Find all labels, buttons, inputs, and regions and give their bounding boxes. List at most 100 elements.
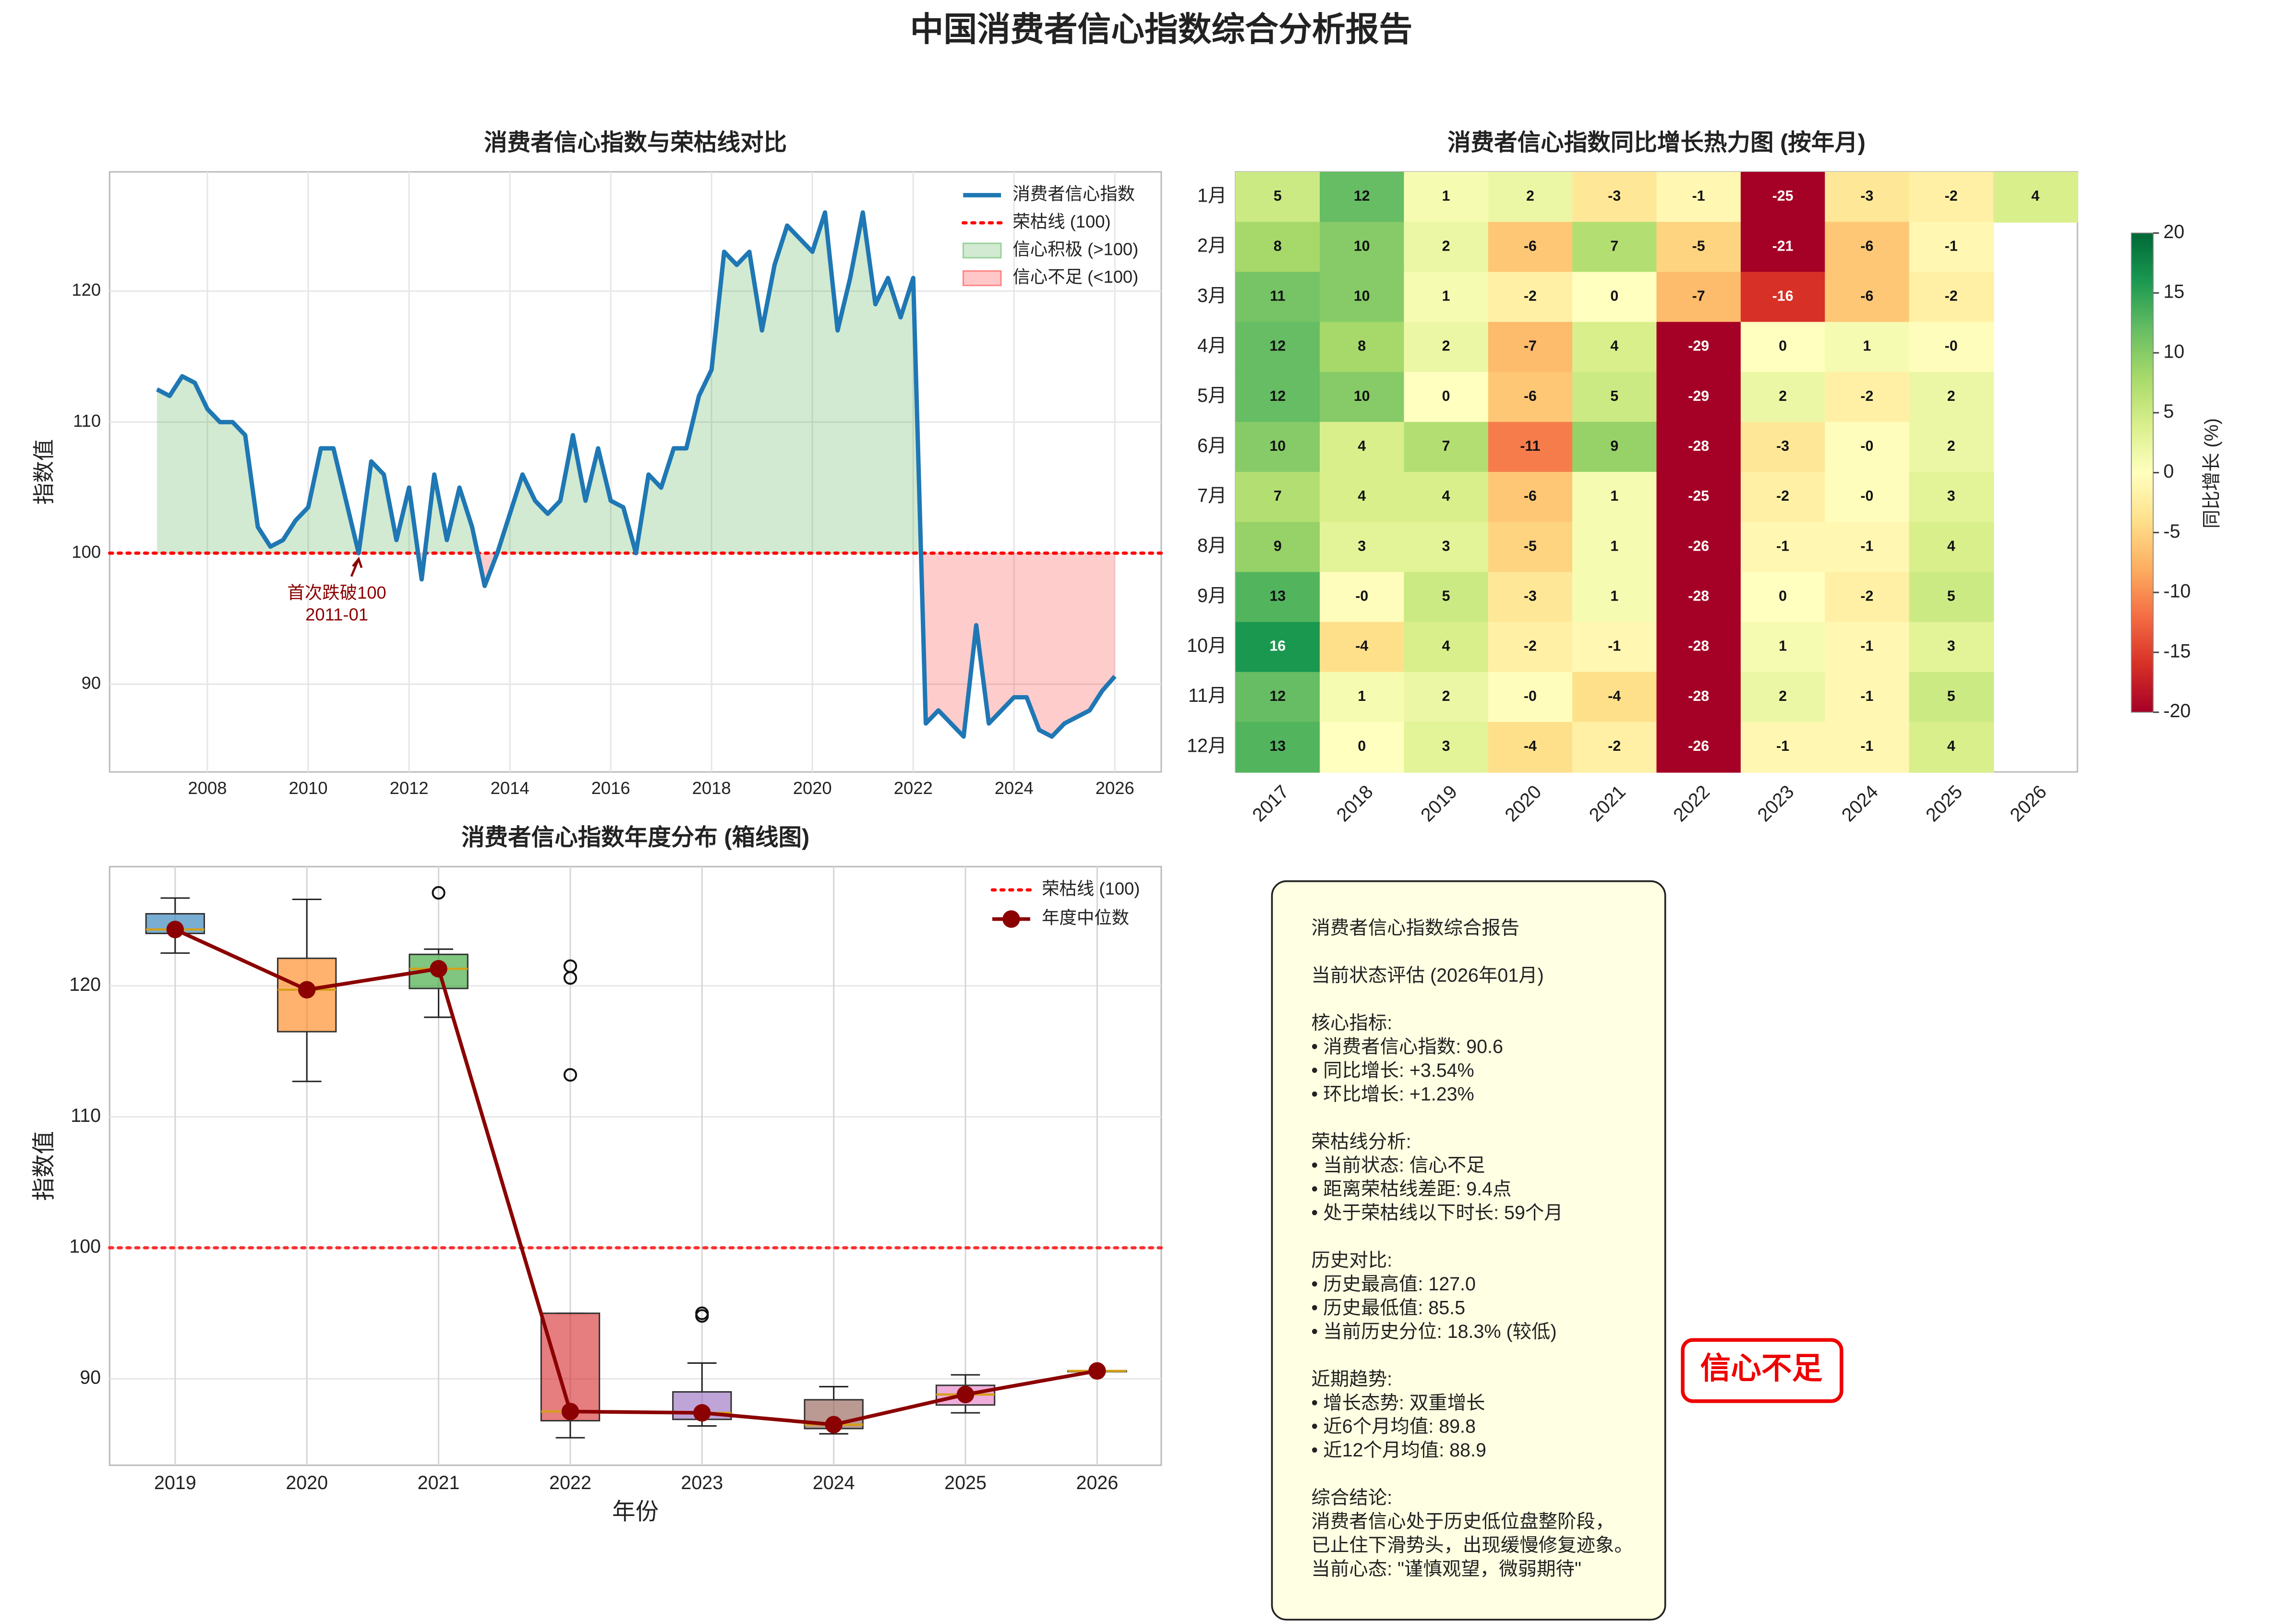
legend-label: 年度中位数	[1042, 908, 1129, 927]
cell-label: -1	[1945, 238, 1958, 254]
heat-cell	[1740, 522, 1826, 573]
heat-cell	[1488, 172, 1573, 223]
cell-label: -1	[1608, 638, 1621, 654]
legend-label: 信心不足 (<100)	[1012, 267, 1138, 287]
heat-cell	[1656, 722, 1742, 773]
row-label: 4月	[1197, 335, 1227, 356]
cell-label: 1	[1610, 588, 1618, 604]
cell-label: 2	[1442, 338, 1450, 354]
cell-label: 4	[1610, 338, 1618, 354]
col-label: 2019	[1417, 781, 1461, 826]
badge-box	[1681, 1338, 1843, 1403]
report-heading: 核心指标:	[1311, 1012, 1392, 1034]
median-line	[174, 927, 1098, 1427]
colorbar-tick-label: 5	[2163, 401, 2174, 422]
colorbar-tick-label: 15	[2163, 281, 2184, 302]
heat-cell	[1825, 472, 1910, 523]
cell-label: 1	[1358, 688, 1366, 704]
cell-label: 4	[1442, 638, 1450, 654]
cell-label: 10	[1354, 388, 1370, 404]
heat-cell	[1825, 672, 1910, 723]
median-marker	[298, 981, 316, 998]
cell-label: -28	[1688, 688, 1709, 704]
cell-label: -2	[1945, 188, 1958, 204]
area-fill	[157, 212, 921, 553]
col-label: 2023	[1753, 781, 1798, 826]
cell-label: 7	[1610, 238, 1618, 254]
heat-cell	[1656, 572, 1742, 623]
row-label: 1月	[1197, 185, 1227, 206]
x-tick-label: 2018	[692, 778, 731, 798]
cell-label: -2	[1945, 288, 1958, 304]
legend-label: 荣枯线 (100)	[1012, 212, 1110, 231]
report-item: • 增长态势: 双重增长	[1311, 1392, 1485, 1413]
heat-cell	[1825, 722, 1910, 773]
x-axis-label: 年份	[612, 1499, 659, 1525]
colorbar	[2131, 232, 2154, 713]
cell-label: 12	[1269, 338, 1286, 354]
cell-label: 2	[1526, 188, 1534, 204]
x-tick-label: 2023	[681, 1472, 723, 1493]
cell-label: 3	[1442, 738, 1450, 754]
y-tick-label: 100	[72, 542, 101, 562]
y-tick-label: 120	[69, 974, 101, 995]
col-label: 2026	[2006, 781, 2050, 826]
col-label: 2021	[1585, 781, 1630, 826]
report-heading: 历史对比:	[1311, 1250, 1392, 1271]
row-label: 12月	[1187, 735, 1227, 756]
cell-label: -0	[1945, 338, 1958, 354]
colorbar-tick-label: -15	[2163, 640, 2191, 662]
report-item: 当前心态: "谨慎观望，微弱期待"	[1311, 1558, 1581, 1579]
heat-cell	[1656, 472, 1742, 523]
heat-cell	[1740, 372, 1826, 423]
cell-label: 0	[1779, 338, 1787, 354]
cell-label: 13	[1269, 588, 1286, 604]
median-marker	[561, 1403, 579, 1420]
heat-cell	[1488, 522, 1573, 573]
cell-label: 3	[1442, 538, 1450, 554]
colorbar-label: 同比增长 (%)	[2201, 418, 2222, 529]
cell-label: -2	[1860, 588, 1873, 604]
heat-cell	[1235, 572, 1321, 623]
heat-cell	[1319, 572, 1405, 623]
heat-cell	[1488, 572, 1573, 623]
cell-label: -2	[1776, 488, 1789, 504]
heat-cell	[1740, 272, 1826, 323]
cell-label: -26	[1688, 538, 1709, 554]
row-label: 9月	[1197, 585, 1227, 606]
heat-cell	[1656, 322, 1742, 373]
cell-label: 2	[1779, 388, 1787, 404]
heat-cell	[1488, 722, 1573, 773]
report-title: 消费者信心指数综合报告	[1311, 917, 1519, 938]
cell-label: 4	[1358, 488, 1366, 504]
cell-label: 0	[1779, 588, 1787, 604]
cell-label: -4	[1355, 638, 1368, 654]
cell-label: -25	[1772, 188, 1794, 204]
heat-cell	[1404, 222, 1489, 273]
heat-cell	[1572, 222, 1657, 273]
cell-label: -25	[1688, 488, 1709, 504]
report-heading: 综合结论:	[1311, 1487, 1392, 1508]
cell-label: 1	[1610, 538, 1618, 554]
cell-label: 3	[1358, 538, 1366, 554]
heat-cell	[1656, 222, 1742, 273]
cell-label: -2	[1608, 738, 1621, 754]
cell-label: 3	[1947, 488, 1955, 504]
heat-cell	[1235, 172, 1321, 223]
legend-label: 消费者信心指数	[1012, 184, 1135, 204]
heat-cell	[1319, 522, 1405, 573]
series-line	[156, 210, 1117, 739]
heat-cell	[1740, 672, 1826, 723]
row-label: 3月	[1197, 285, 1227, 306]
heat-cell	[1825, 622, 1910, 673]
report-item: • 历史最低值: 85.5	[1311, 1297, 1465, 1318]
heat-cell	[1909, 622, 1994, 673]
cell-label: 2	[1947, 438, 1955, 454]
heat-cell	[1235, 622, 1321, 673]
heat-cell	[1909, 522, 1994, 573]
report-item: • 处于荣枯线以下时长: 59个月	[1311, 1203, 1563, 1224]
heat-cell	[1909, 272, 1994, 323]
cell-label: -0	[1860, 488, 1873, 504]
cell-label: -0	[1524, 688, 1537, 704]
